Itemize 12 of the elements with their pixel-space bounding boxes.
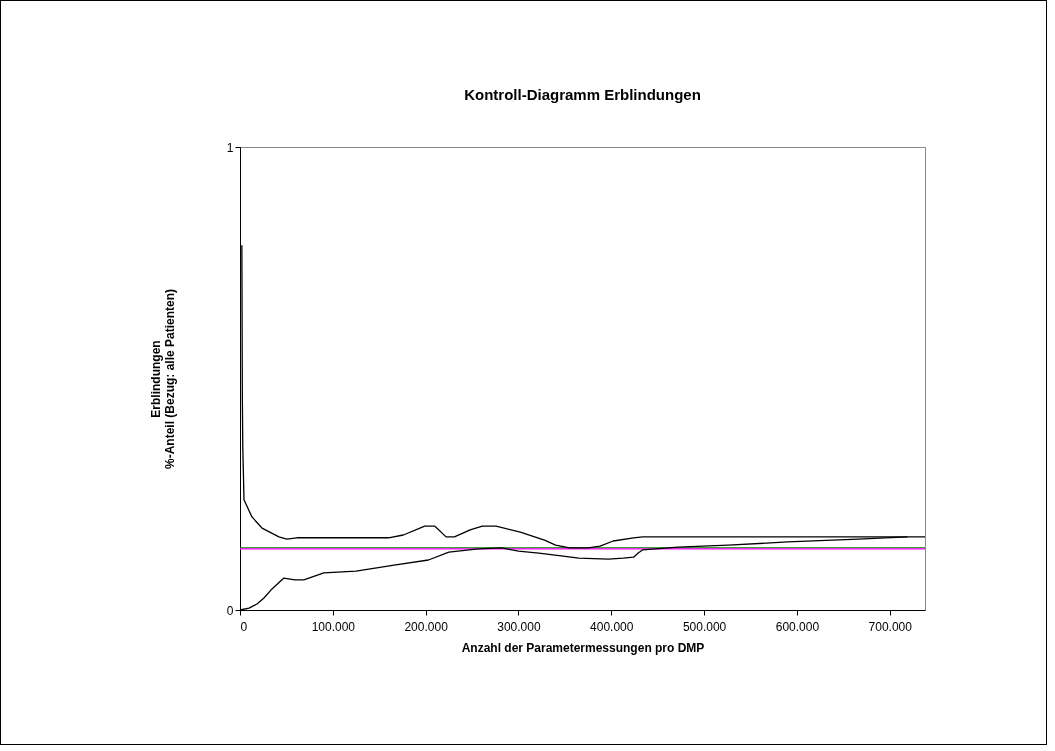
x-tick-label: 400.000 [590, 619, 634, 634]
y-tick-label: 1 [226, 140, 234, 155]
y-axis-title: Erblindungen %-Anteil (Bezug: alle Patienten) [148, 288, 177, 470]
x-tick-label: 500.000 [682, 619, 727, 634]
x-tick-label: 700.000 [868, 619, 913, 634]
x-tick-label: 200.000 [404, 619, 449, 634]
x-axis-title: Anzahl der Parametermessungen pro DMP [461, 640, 705, 655]
x-tick-label: 600.000 [775, 619, 820, 634]
x-tick-label: 0 [240, 619, 248, 634]
chart-title: Kontroll-Diagramm Erblindungen [464, 86, 701, 103]
x-tick-label: 300.000 [497, 619, 541, 634]
x-tick-label: 100.000 [311, 619, 356, 634]
